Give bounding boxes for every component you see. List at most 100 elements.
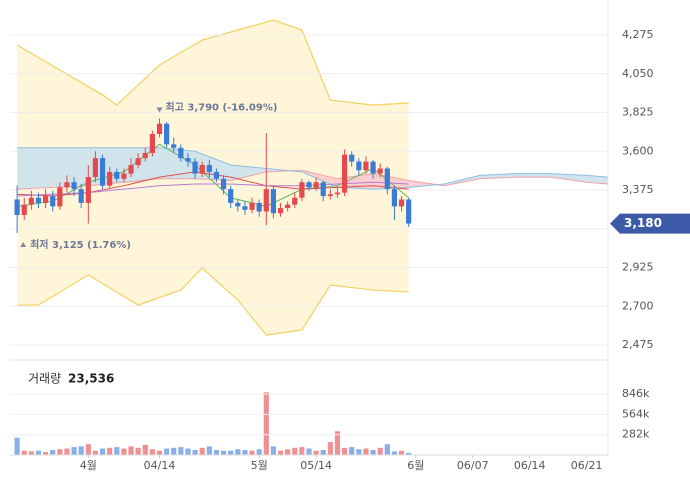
price-tag-label: 3,180 [624, 216, 662, 230]
x-tick-label: 5월 [251, 459, 268, 472]
candle-body [377, 168, 383, 174]
candle-body [356, 161, 362, 171]
volume-bar [256, 449, 262, 455]
volume-bar [192, 449, 198, 455]
cloud-segment [17, 147, 53, 190]
cloud-segment [230, 165, 267, 181]
volume-bar [228, 450, 234, 455]
volume-bar [142, 444, 148, 455]
volume-bar [356, 449, 362, 455]
volume-bar [299, 447, 305, 455]
volume-bar [213, 449, 220, 455]
volume-bar [121, 448, 127, 455]
volume-bar [164, 448, 170, 455]
candle-body [57, 187, 63, 207]
high-marker [156, 107, 163, 113]
volume-tick-label: 846k [622, 387, 650, 400]
volume-plot [10, 392, 608, 458]
candle-body [363, 161, 369, 171]
volume-bar [206, 446, 212, 455]
cloud-segment [551, 173, 587, 183]
volume-bar [220, 450, 227, 455]
volume-bar [35, 450, 42, 455]
candle-body [14, 199, 20, 215]
volume-bar [235, 449, 241, 455]
volume-tick-label: 564k [622, 407, 650, 420]
candle-body [128, 165, 134, 174]
cloud-segment [586, 175, 608, 184]
volume-bar [21, 450, 27, 455]
candle-body [50, 196, 56, 207]
volume-bar [398, 450, 405, 455]
volume-bar [263, 392, 269, 455]
volume-bar [363, 448, 369, 455]
candle-body [313, 182, 319, 188]
volume-bar [185, 448, 191, 455]
volume-bar [50, 449, 56, 455]
volume-bar [14, 437, 20, 455]
candle-body [406, 199, 412, 224]
low-marker [20, 242, 27, 248]
volume-bar [341, 447, 348, 455]
candle-body [370, 161, 376, 174]
volume-bar [171, 447, 177, 455]
volume-bar [391, 451, 398, 455]
x-tick-label: 06/14 [514, 459, 546, 472]
candle-body [391, 189, 398, 207]
candle-body [398, 199, 405, 207]
axes: 2,4752,7002,9253,1503,3753,6003,8254,050… [20, 28, 690, 472]
candle-body [78, 189, 84, 203]
cloud-segment [515, 173, 552, 178]
candle-body [235, 202, 241, 207]
volume-bar [78, 446, 84, 455]
candle-body [299, 182, 305, 198]
volume-bar [107, 447, 113, 455]
candle-body [178, 147, 184, 159]
x-tick-label: 4월 [80, 459, 97, 472]
volume-bar [128, 446, 134, 455]
volume-bar [270, 446, 277, 455]
candle-body [164, 123, 170, 145]
candle-body [249, 202, 255, 210]
volume-value: 23,536 [68, 372, 114, 386]
volume-bar [370, 449, 376, 455]
volume-bar [99, 448, 106, 455]
volume-bar [277, 450, 284, 455]
volume-bar [292, 447, 298, 455]
y-tick-label: 3,825 [622, 106, 654, 119]
cloud-segment [52, 147, 89, 188]
volume-bar [320, 449, 326, 455]
candle-body [384, 168, 390, 190]
y-tick-label: 4,275 [622, 28, 654, 41]
volume-bar [57, 449, 63, 455]
volume-bar [178, 447, 184, 455]
volume-title: 거래량 [28, 372, 61, 386]
candle-body [149, 134, 155, 153]
volume-bar [327, 442, 333, 455]
candle-body [185, 158, 191, 162]
candle-body [213, 171, 220, 179]
candle-body [263, 189, 269, 212]
y-tick-label: 3,375 [622, 183, 654, 196]
volume-bar [334, 431, 341, 455]
candle-body [199, 165, 205, 174]
candle-body [327, 194, 333, 197]
candle-body [21, 204, 27, 215]
candle-body [206, 165, 212, 172]
volume-bar [156, 450, 163, 455]
volume-bar [28, 451, 34, 455]
y-tick-label: 2,475 [622, 338, 654, 351]
cloud-segment [159, 147, 196, 179]
cloud-segment [479, 173, 516, 179]
candle-body [292, 197, 298, 205]
candle-body [349, 154, 355, 162]
candle-body [35, 197, 42, 203]
candle-body [220, 178, 227, 190]
candle-body [277, 208, 284, 214]
volume-bar [71, 447, 77, 455]
price-tag [610, 213, 690, 234]
volume-bar [349, 447, 355, 455]
cloud-line [17, 147, 608, 190]
low-annotation: 최저 3,125 (1.76%) [30, 238, 131, 251]
band-lower [17, 267, 409, 336]
